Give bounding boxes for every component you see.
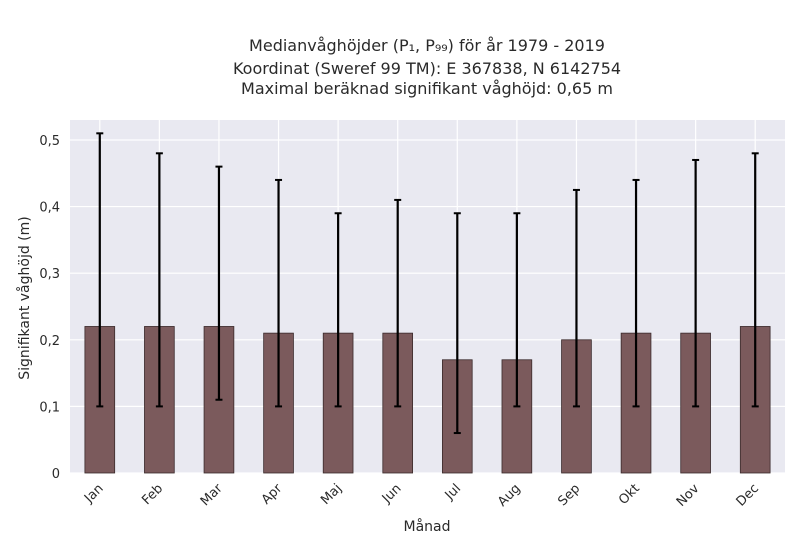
x-tick-label: Jul	[442, 481, 464, 503]
plot-area	[70, 120, 785, 473]
y-tick-labels: 0 0,1 0,2 0,3 0,4 0,5	[39, 134, 60, 482]
x-tick-label: Sep	[555, 481, 583, 509]
x-tick-label: Mar	[198, 481, 226, 509]
x-tick-label: Jun	[379, 481, 405, 507]
chart-title: Medianvåghöjder (P₁, P₉₉) för år 1979 - …	[233, 36, 621, 98]
error-bars	[96, 132, 759, 435]
y-tick-label: 0,4	[39, 201, 60, 216]
x-tick-label: Okt	[616, 481, 643, 508]
y-axis-label: Signifikant våghöjd (m)	[16, 216, 33, 379]
x-tick-labels: Jan Feb Mar Apr Maj Jun Jul Aug Sep Okt Nov Dec	[81, 481, 762, 510]
y-tick-label: 0,3	[39, 267, 60, 282]
y-tick-label: 0,1	[39, 400, 60, 415]
y-tick-label: 0,5	[39, 134, 60, 149]
y-tick-label: 0,2	[39, 334, 60, 349]
title-line-1: Medianvåghöjder (P₁, P₉₉) för år 1979 - …	[249, 36, 605, 55]
x-tick-label: Dec	[734, 481, 762, 509]
x-tick-label: Maj	[318, 481, 345, 508]
x-tick-label: Aug	[495, 481, 524, 510]
x-axis-label: Månad	[404, 518, 451, 535]
y-tick-label: 0	[52, 467, 60, 482]
x-tick-label: Jan	[81, 481, 106, 506]
x-tick-label: Feb	[139, 481, 166, 508]
x-tick-label: Nov	[674, 481, 703, 510]
title-line-3: Maximal beräknad signifikant våghöjd: 0,…	[241, 79, 613, 98]
title-line-2: Koordinat (Sweref 99 TM): E 367838, N 61…	[233, 59, 621, 78]
x-tick-label: Apr	[259, 481, 286, 508]
